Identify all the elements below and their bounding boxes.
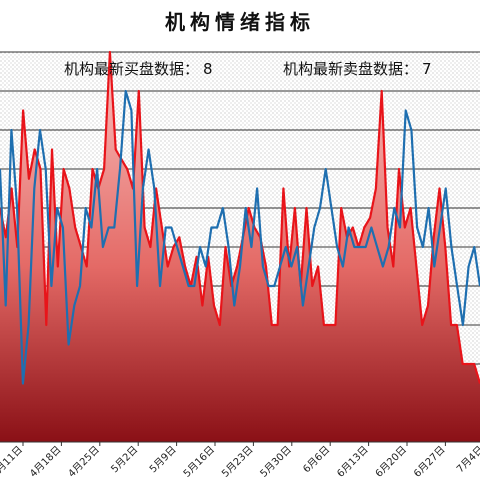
x-tick-label: 4月18日	[27, 444, 63, 480]
x-tick-label: 5月23日	[219, 444, 255, 480]
x-tick-label: 4月25日	[66, 444, 102, 480]
chart-title: 机构情绪指标	[165, 10, 315, 34]
series-0-line	[0, 50, 480, 384]
buy-stat-label: 机构最新买盘数据：	[64, 60, 200, 78]
buy-stat-value: 8	[203, 60, 213, 78]
x-tick-label: 6月27日	[411, 444, 447, 480]
x-tick-label: 7月4日	[454, 444, 480, 476]
sell-stat-label: 机构最新卖盘数据：	[283, 60, 419, 78]
series-0-area	[0, 52, 480, 442]
x-tick-label: 6月13日	[335, 444, 371, 480]
x-tick-label: 5月16日	[181, 444, 217, 480]
sell-stat: 机构最新卖盘数据： 7	[283, 58, 432, 79]
sell-stat-value: 7	[422, 60, 432, 78]
x-tick-label: 5月30日	[258, 444, 294, 480]
x-tick-label: 6月6日	[301, 444, 333, 476]
x-tick-label: 5月2日	[109, 444, 141, 476]
x-tick-label: 4月11日	[0, 444, 25, 480]
series-layer	[0, 50, 480, 442]
x-axis-ticks: 4月11日 4月18日 4月25日 5月2日 5月9日 5月16日 5月23日 5月30日 6月…	[0, 442, 480, 480]
series-1-line	[0, 89, 480, 385]
buy-stat: 机构最新买盘数据： 8	[64, 58, 213, 79]
x-tick-label: 5月9日	[147, 444, 179, 476]
x-tick-label: 6月20日	[373, 444, 409, 480]
